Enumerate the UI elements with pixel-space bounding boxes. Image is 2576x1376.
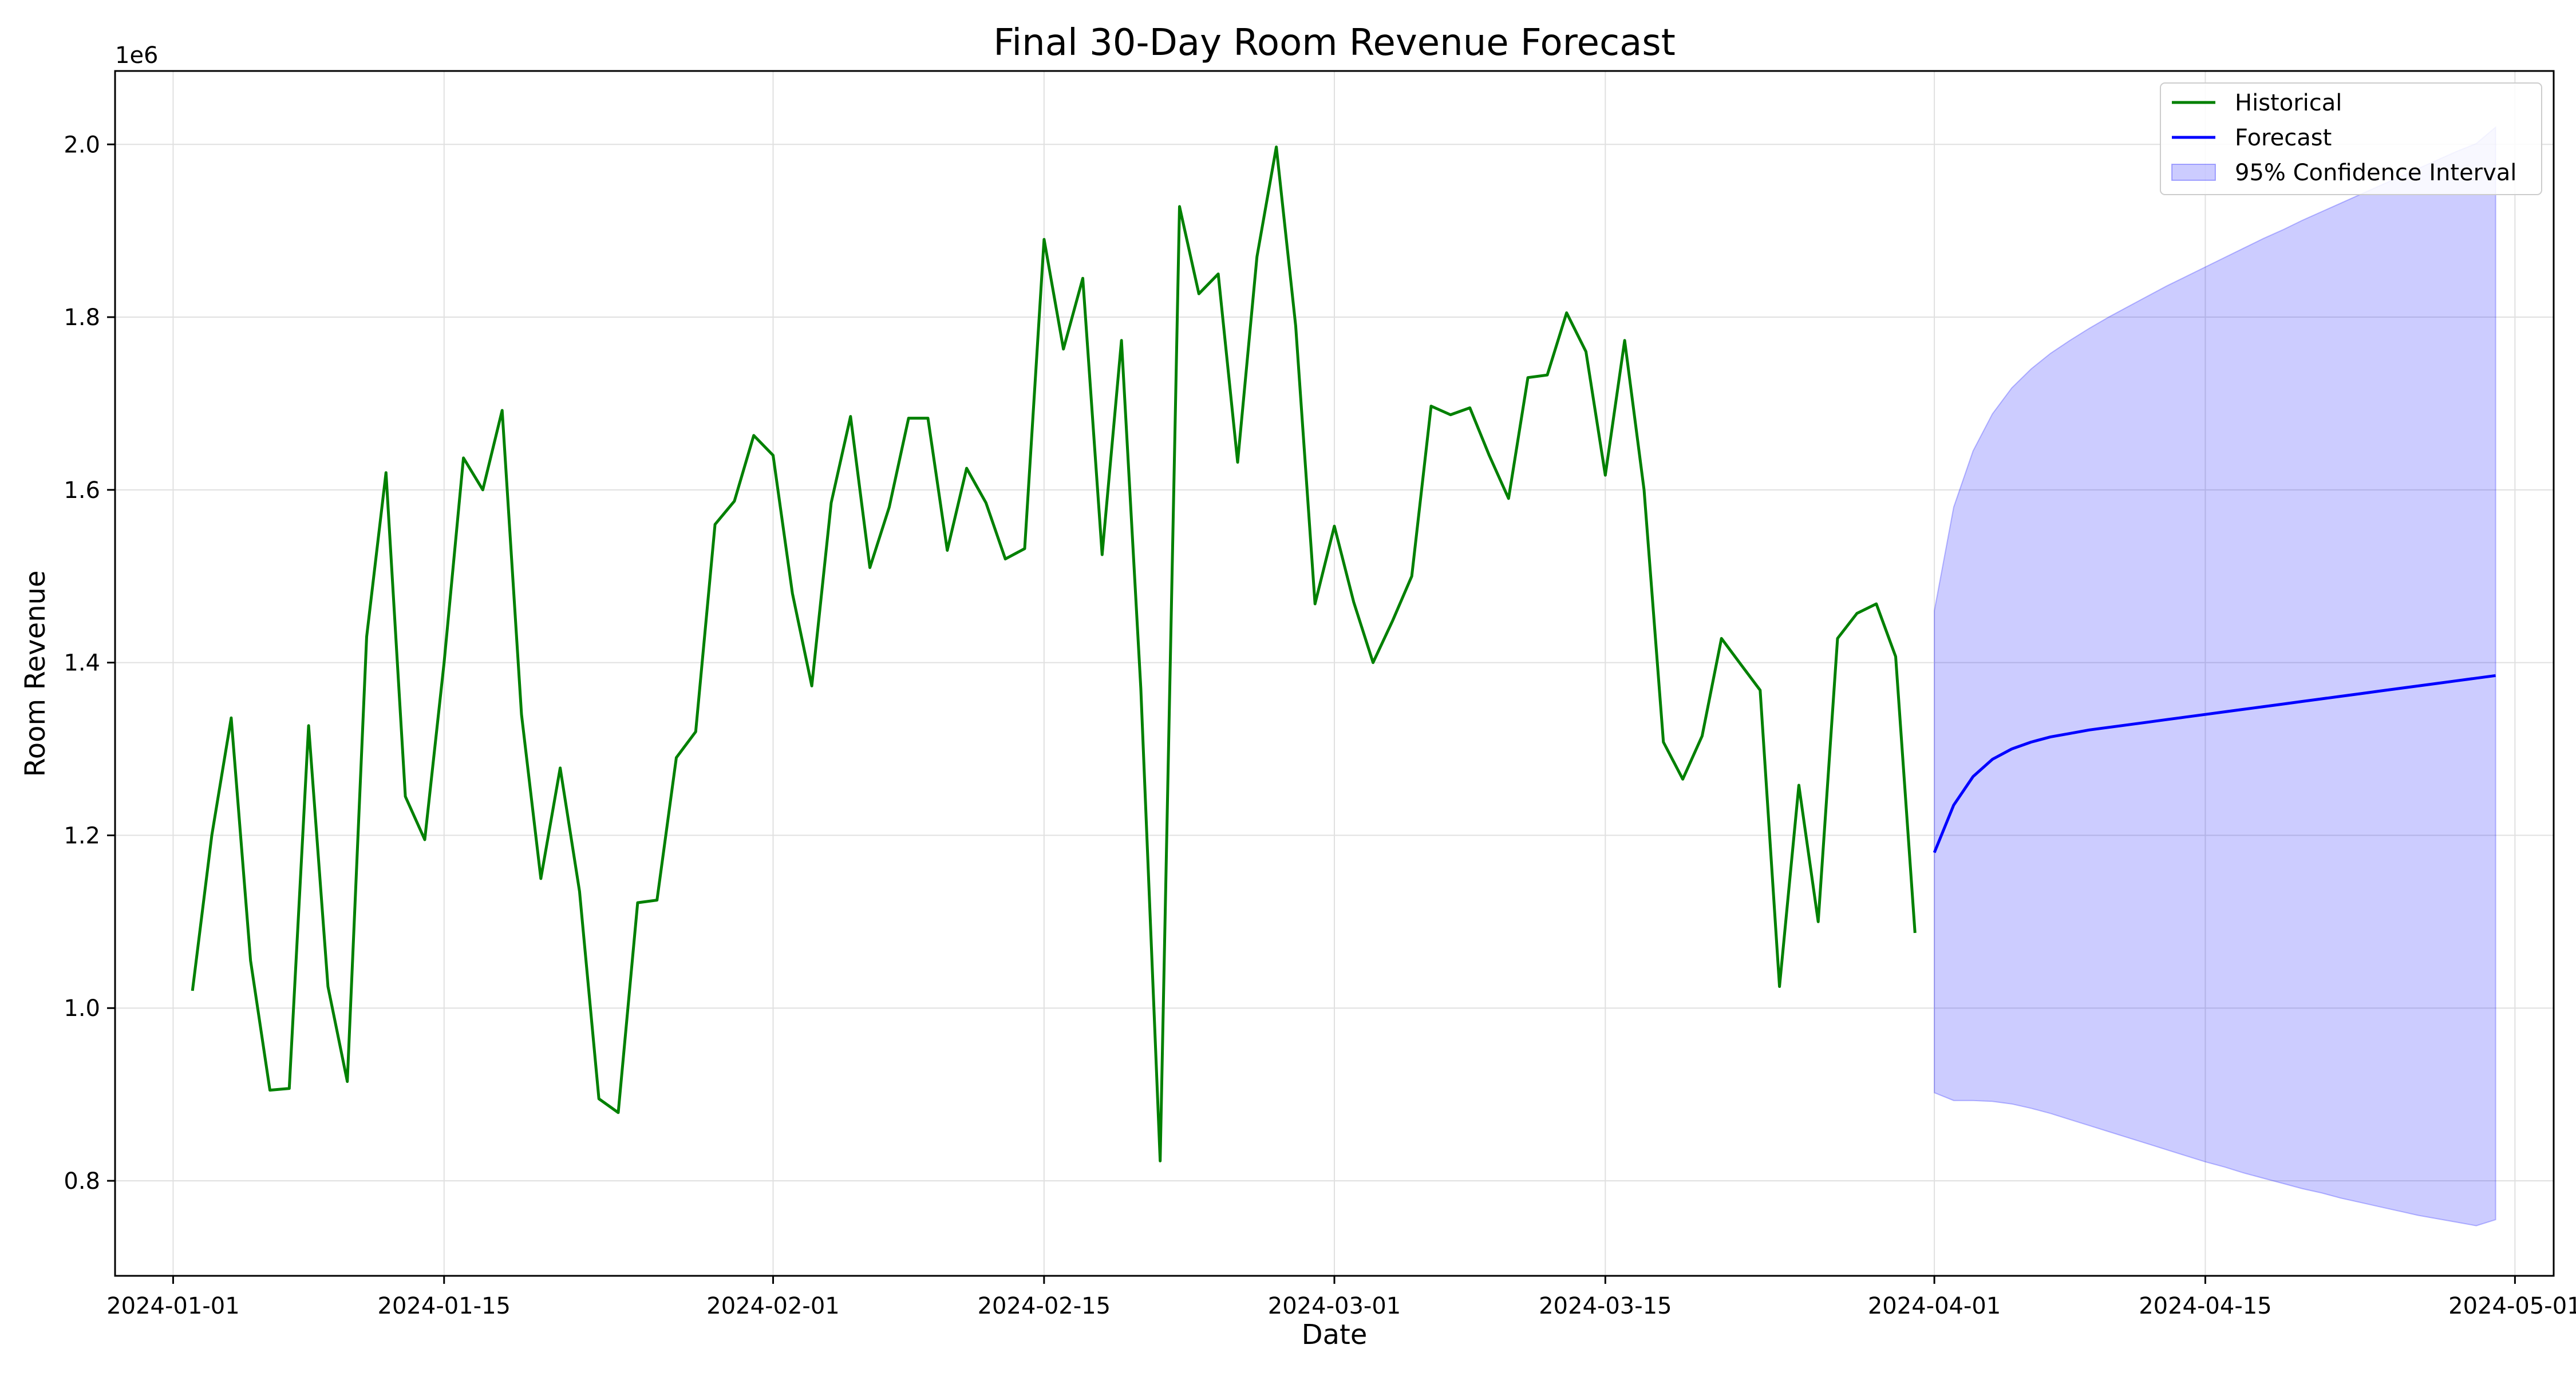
historical-series-line [191,145,1917,1163]
y-tick-label: 1.0 [64,995,100,1022]
confidence-interval-layer [1934,125,2496,1227]
legend-box [2160,82,2542,195]
y-tick-label: 1.2 [64,823,100,849]
legend-label-confidence: 95% Confidence Interval [2235,160,2516,186]
x-tick-label: 2024-02-15 [978,1293,1111,1319]
legend-swatch-confidence [2171,164,2216,181]
x-tick-label: 2024-04-15 [2139,1293,2271,1319]
y-axis-label: Room Revenue [19,571,52,777]
y-axis-offset-label: 1e6 [115,42,159,69]
legend-label-historical: Historical [2235,90,2342,116]
x-tick-label: 2024-04-01 [1868,1293,2001,1319]
y-tick-label: 1.8 [64,305,100,331]
series-layer [191,145,2496,1163]
y-tick-label: 2.0 [64,132,100,158]
legend-label-forecast: Forecast [2235,125,2332,151]
y-tick-label: 1.4 [64,650,100,677]
chart-title: Final 30-Day Room Revenue Forecast [993,22,1676,64]
x-tick-label: 2024-01-01 [106,1293,239,1319]
y-tick-label: 1.6 [64,477,100,504]
x-axis-label: Date [1302,1319,1368,1351]
x-tick-label: 2024-03-15 [1539,1293,1672,1319]
forecast-series-line [1933,674,2496,853]
x-tick-label: 2024-03-01 [1268,1293,1401,1319]
confidence-interval-band [1934,125,2496,1227]
legend: Historical Forecast 95% Confidence Interva… [2160,82,2542,195]
y-tick-label: 0.8 [64,1168,100,1195]
x-tick-label: 2024-01-15 [378,1293,511,1319]
x-tick-label: 2024-02-01 [706,1293,839,1319]
axes-layer: 2024-01-01 2024-01-15 2024-02-01 2024-02-15… [64,70,2576,1319]
x-tick-label: 2024-05-01 [2448,1293,2576,1319]
grid-layer [115,71,2554,1276]
